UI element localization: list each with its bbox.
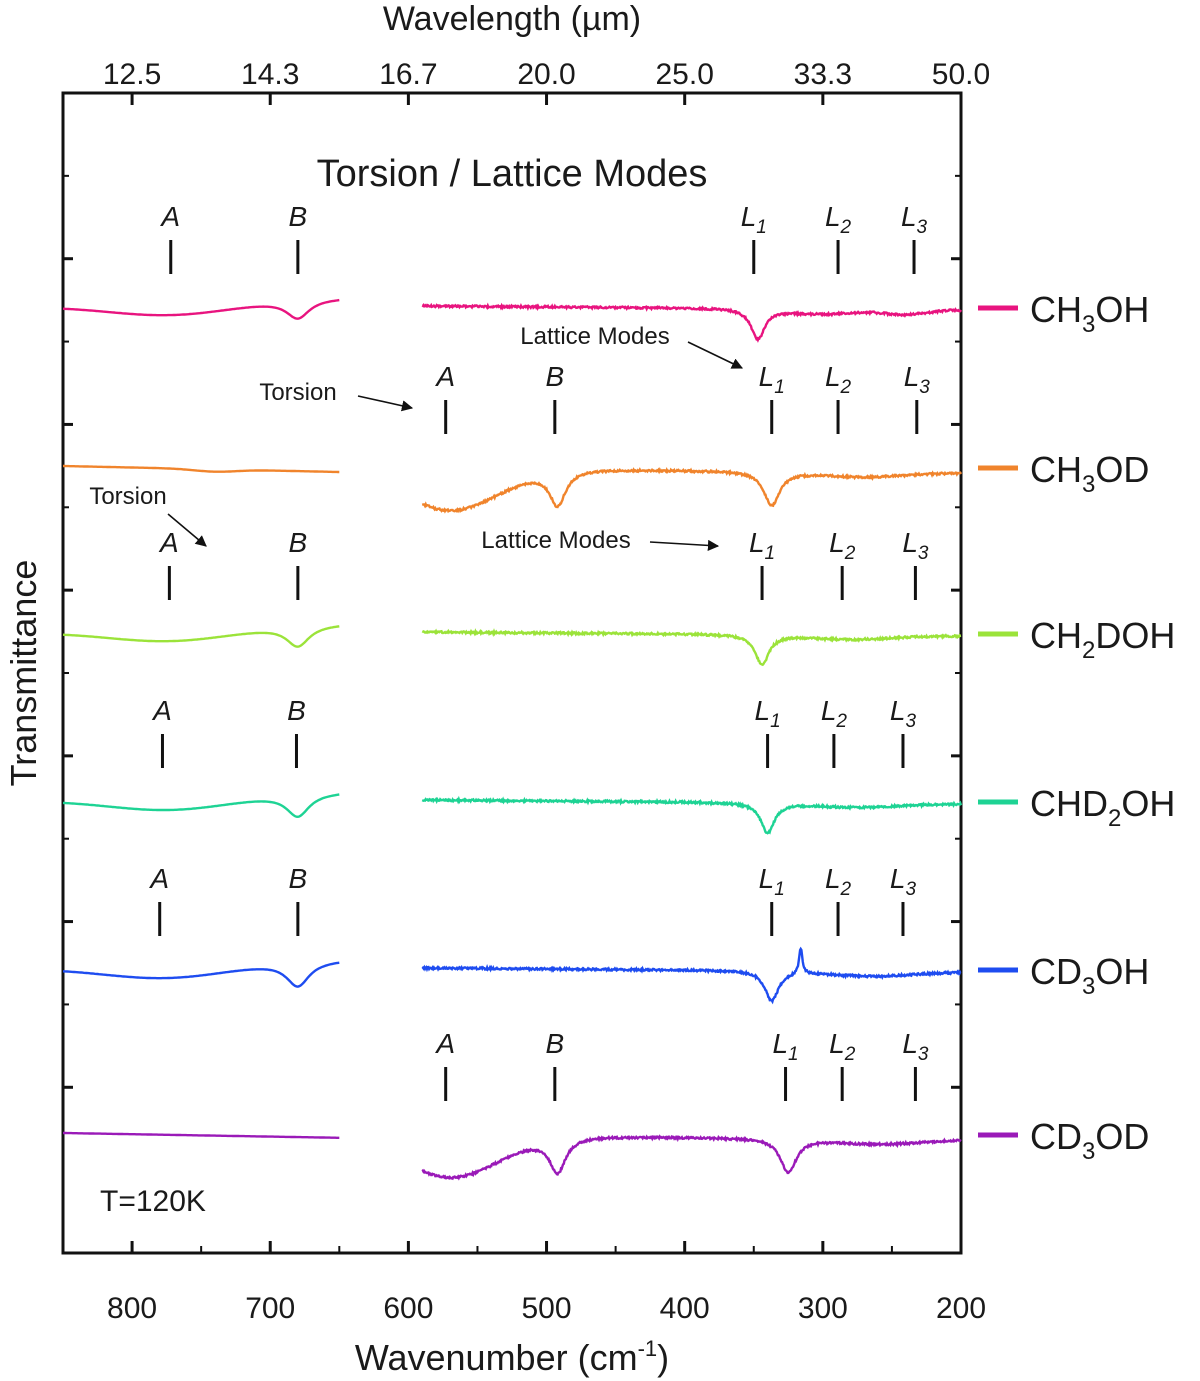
x-tick-label: 800 [107,1292,157,1325]
peak-label: L2 [829,1028,856,1065]
series-line-left [62,625,340,648]
series-CH3OD [63,464,963,514]
peak-label: B [289,863,308,894]
peak-label: L1 [759,863,785,900]
legend: CH3OH CH3OD CH2DOH CHD2OH CD3OH CD3OD [978,289,1175,1165]
peak-label: A [151,695,172,726]
top-tick-label: 25.0 [655,58,713,91]
series-CHD2OH [62,793,963,835]
bottom-axis: 800 700 600 500 400 300 200 [62,93,986,1325]
peak-label: L3 [902,527,929,564]
peak-label: L3 [890,863,917,900]
arrow [357,395,414,412]
series-line-right [421,302,963,343]
series-layer [62,298,963,1181]
peak-label: L1 [755,695,781,732]
legend-label: CH2DOH [1030,615,1175,664]
arrow-label: Lattice Modes [520,323,669,350]
arrow-label: Torsion [89,483,166,510]
top-axis-label: Wavelength (µm) [383,0,641,38]
series-CH3OH [62,298,963,343]
peak-label: B [289,527,308,558]
peak-label: A [434,361,455,392]
arrow [687,341,744,369]
top-tick-label: 16.7 [379,58,437,91]
peak-label: A [159,201,180,232]
legend-label: CHD2OH [1030,783,1175,832]
x-tick-label: 700 [245,1292,295,1325]
x-tick-label: 200 [936,1292,986,1325]
x-tick-label: 500 [522,1292,572,1325]
series-line-right [421,946,962,1005]
series-line-left [62,793,340,819]
arrow [167,513,207,547]
legend-label: CH3OD [1030,449,1149,498]
peak-label: L2 [825,201,852,238]
peak-label: L3 [901,201,928,238]
series-line-left [63,464,340,474]
plot-border [61,91,963,1255]
legend-label: CD3OH [1030,951,1149,1000]
peak-label: B [287,695,306,726]
peak-label: L1 [772,1028,798,1065]
legend-label: CH3OH [1030,289,1149,338]
series-line-left [62,298,340,320]
series-line-right [421,628,962,667]
series-CD3OH [62,946,962,1005]
temperature-label: T=120K [100,1185,206,1218]
arrow [649,539,720,551]
series-CD3OD [63,1131,962,1181]
peak-label: L2 [825,863,852,900]
peak-label: B [289,201,308,232]
series-line-right [421,795,963,835]
series-line-left [63,1131,340,1139]
peak-label: A [158,527,179,558]
annotation-layer: A B L1 L2 L3 A B L1 L2 L3 A B L1 L2 L3 A B L1 L2 L3 A B L1 L2 L3… [89,201,930,1101]
peak-label: L1 [749,527,775,564]
peak-label: B [545,361,564,392]
top-tick-label: 20.0 [517,58,575,91]
peak-label: B [545,1028,564,1059]
top-axis: 12.5 14.3 16.7 20.0 25.0 33.3 50.0 [103,58,990,91]
legend-label: CD3OD [1030,1116,1149,1165]
chart-title: Torsion / Lattice Modes [317,153,708,195]
x-tick-label: 300 [798,1292,848,1325]
arrow-label: Torsion [259,379,336,406]
top-tick-label: 50.0 [932,58,990,91]
y-axis-ticks [63,174,961,1089]
peak-label: L2 [821,695,848,732]
x-tick-label: 600 [383,1292,433,1325]
series-line-left [62,961,340,988]
peak-label: L1 [741,201,767,238]
peak-label: L1 [759,361,785,398]
arrow-label: Lattice Modes [481,527,630,554]
top-tick-label: 14.3 [241,58,299,91]
peak-label: L3 [904,361,931,398]
x-axis-label: Wavenumber (cm-1) [355,1336,669,1378]
plot-frame [61,91,963,1255]
peak-label: L3 [902,1028,929,1065]
peak-label: A [148,863,169,894]
top-tick-label: 12.5 [103,58,161,91]
top-tick-label: 33.3 [794,58,852,91]
peak-label: L3 [890,695,917,732]
peak-label: A [434,1028,455,1059]
y-axis-label: Transmittance [3,560,44,787]
series-line-right [421,1134,962,1181]
x-tick-label: 400 [660,1292,710,1325]
series-line-right [421,466,963,514]
peak-label: L2 [829,527,856,564]
peak-label: L2 [825,361,852,398]
series-CH2DOH [62,625,962,667]
